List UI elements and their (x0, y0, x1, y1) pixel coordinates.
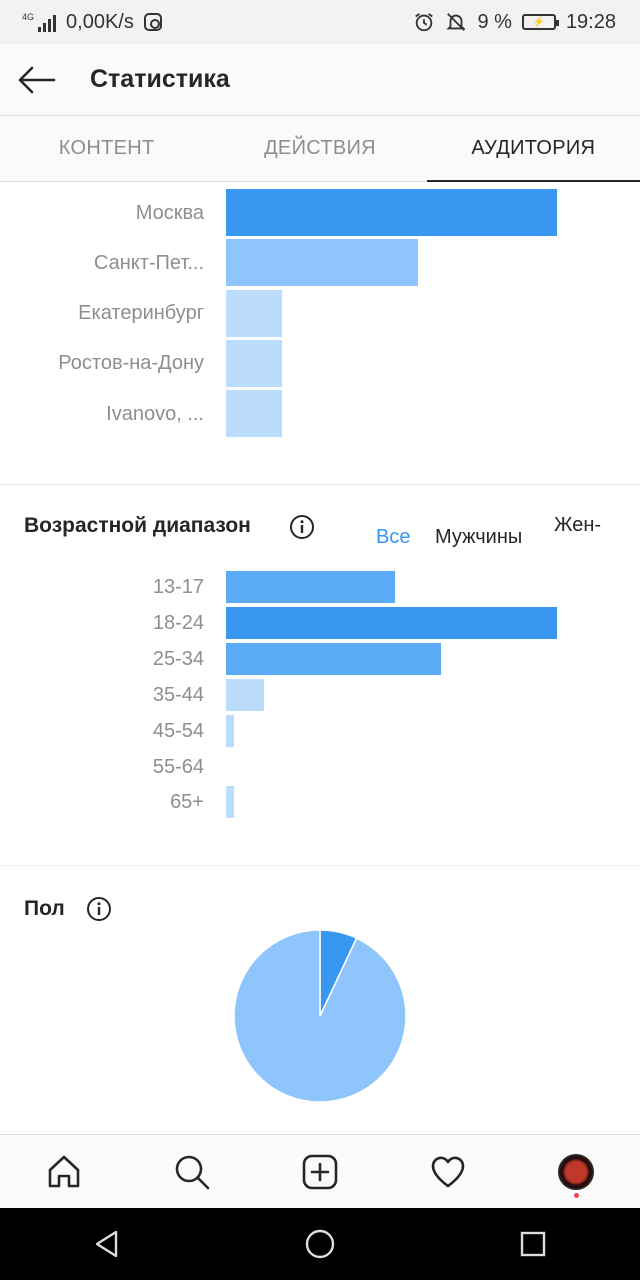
notifications-off-icon (446, 13, 467, 31)
recents-square-icon (521, 1231, 546, 1257)
battery-percent: 9 % (477, 10, 512, 33)
filter-all[interactable]: Все (376, 526, 411, 548)
age-label: 25-34 (152, 647, 204, 670)
gender-filter: Все Мужчины Жен- (376, 514, 640, 550)
city-label: Ivanovo, ... (106, 402, 204, 425)
system-navigation (0, 1208, 640, 1280)
tab-actions[interactable]: ДЕЙСТВИЯ (264, 137, 376, 159)
section-divider (0, 484, 640, 485)
battery-icon: ⚡ (521, 14, 559, 30)
nav-profile[interactable] (546, 1142, 606, 1202)
info-icon[interactable] (289, 514, 315, 540)
signal-icon: 4G (22, 12, 57, 32)
city-label: Ростов-на-Дону (58, 352, 204, 375)
age-label: 55-64 (152, 755, 204, 778)
age-bar (226, 606, 557, 639)
age-label: 65+ (170, 791, 204, 814)
system-back-button[interactable] (71, 1208, 143, 1280)
search-icon (175, 1155, 210, 1189)
instagram-icon (143, 13, 162, 31)
network-speed: 0,00K/s (66, 10, 134, 33)
status-right: 9 % ⚡ 19:28 (413, 11, 616, 34)
add-post-icon (302, 1154, 338, 1189)
tab-content[interactable]: КОНТЕНТ (58, 137, 155, 159)
alarm-icon (415, 13, 434, 32)
city-label: Москва (135, 201, 204, 224)
bottom-navigation (0, 1134, 640, 1208)
age-bar (226, 678, 264, 711)
nav-home[interactable] (34, 1142, 94, 1202)
nav-new-post[interactable] (290, 1142, 350, 1202)
city-bar (226, 189, 557, 236)
app-header: Статистика (0, 44, 640, 116)
gender-slice (233, 929, 407, 1103)
system-recents-button[interactable] (497, 1208, 569, 1280)
age-bar (226, 571, 395, 603)
age-bar (226, 642, 441, 675)
system-home-button[interactable] (284, 1208, 356, 1280)
city-bar (226, 339, 282, 387)
info-icon[interactable] (86, 896, 112, 922)
tab-bar: КОНТЕНТ ДЕЙСТВИЯ АУДИТОРИЯ (0, 116, 640, 182)
age-label: 45-54 (152, 719, 204, 742)
age-bar (226, 786, 234, 819)
age-bar (226, 714, 234, 747)
status-bar: 4G 0,00K/s 9 % ⚡ 19:28 (0, 0, 640, 44)
nav-activity[interactable] (418, 1142, 478, 1202)
filter-men[interactable]: Мужчины (435, 526, 523, 548)
nav-search[interactable] (162, 1142, 222, 1202)
home-icon (48, 1155, 80, 1187)
status-left: 4G 0,00K/s (22, 11, 162, 34)
tab-audience[interactable]: АУДИТОРИЯ (426, 116, 640, 182)
notification-dot (574, 1192, 579, 1198)
section-divider (0, 865, 640, 866)
clock: 19:28 (565, 10, 616, 33)
page-title: Статистика (90, 65, 230, 93)
back-button[interactable] (0, 44, 72, 116)
city-label: Санкт-Пет... (93, 251, 204, 274)
age-label: 18-24 (152, 611, 204, 634)
arrow-left-icon (18, 66, 56, 93)
network-type: 4G (22, 12, 35, 22)
city-bar (226, 239, 418, 287)
age-label: 35-44 (152, 683, 204, 706)
city-bar (226, 390, 282, 437)
city-bar (226, 289, 282, 337)
gender-title: Пол (24, 897, 65, 920)
activity-heart-icon (431, 1156, 465, 1187)
city-label: Екатеринбург (78, 302, 204, 324)
filter-women[interactable]: Жен- (554, 514, 602, 536)
back-triangle-icon (95, 1230, 117, 1258)
age-label: 13-17 (152, 576, 204, 598)
home-circle-icon (305, 1229, 335, 1259)
gender-pie-chart (233, 929, 407, 1103)
age-range-title: Возрастной диапазон (24, 514, 251, 537)
profile-avatar (558, 1153, 594, 1190)
